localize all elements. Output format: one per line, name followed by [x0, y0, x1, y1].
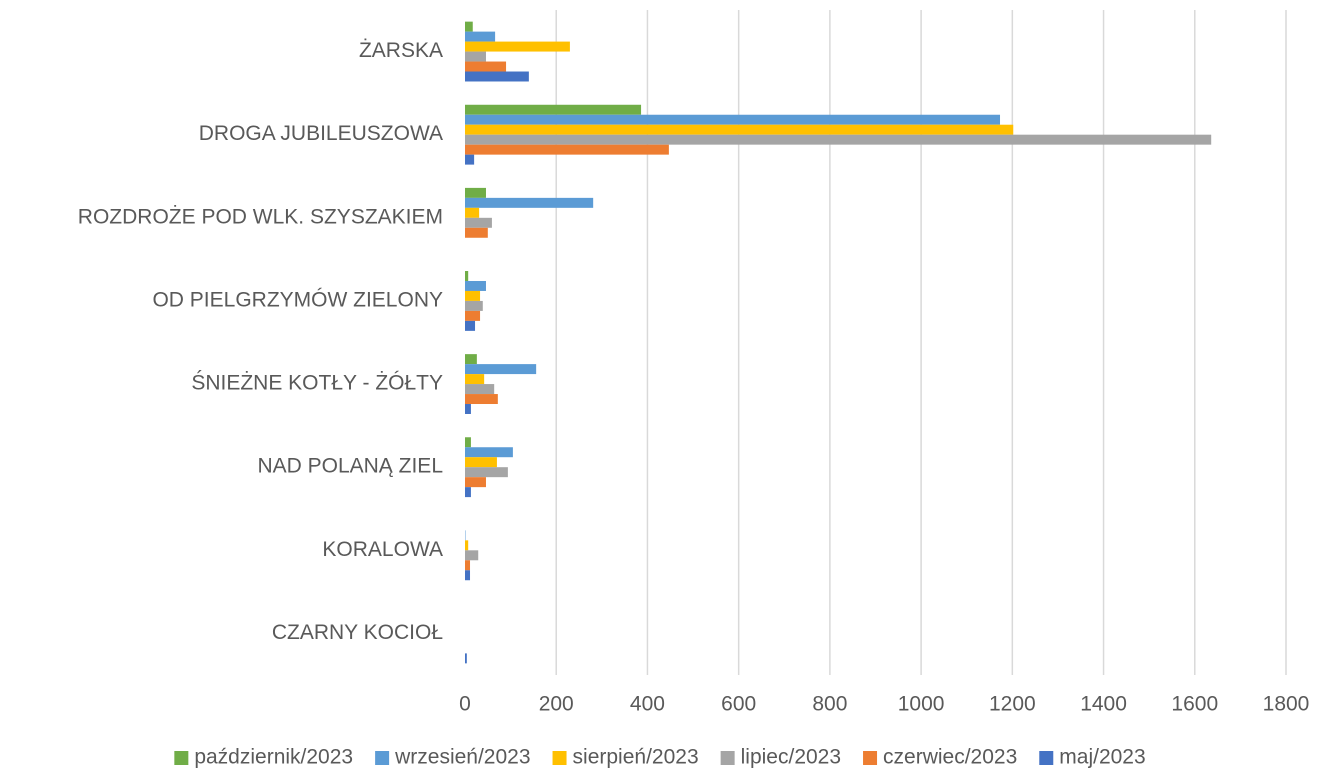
- y-tick-label: DROGA JUBILEUSZOWA: [199, 122, 443, 145]
- bar: [465, 467, 508, 477]
- legend-swatch: [375, 751, 389, 765]
- x-tick-label: 1400: [1080, 693, 1127, 716]
- bar: [465, 271, 468, 281]
- bar: [465, 208, 479, 218]
- bar: [465, 72, 529, 82]
- y-tick-label: ŚNIEŻNE KOTŁY - ŻÓŁTY: [191, 371, 443, 395]
- bar: [465, 570, 470, 580]
- x-tick-label: 200: [539, 693, 574, 716]
- x-tick-label: 1200: [989, 693, 1036, 716]
- bar: [465, 42, 570, 52]
- legend-label: sierpień/2023: [573, 746, 699, 769]
- bar: [465, 540, 468, 550]
- bar: [465, 457, 497, 467]
- x-tick-label: 800: [812, 693, 847, 716]
- bar: [465, 188, 486, 198]
- bar: [465, 155, 474, 165]
- legend-label: czerwiec/2023: [883, 746, 1017, 769]
- bar: [465, 52, 486, 62]
- bar: [465, 135, 1211, 145]
- y-tick-label: ŻARSKA: [359, 39, 443, 62]
- legend-swatch: [553, 751, 567, 765]
- bar: [465, 354, 477, 364]
- bar: [465, 22, 473, 32]
- bar: [465, 374, 484, 384]
- legend-label: wrzesień/2023: [394, 746, 530, 769]
- y-tick-label: OD PIELGRZYMÓW ZIELONY: [152, 288, 443, 311]
- bar: [465, 145, 669, 155]
- bar: [465, 198, 593, 208]
- bar: [465, 125, 1013, 135]
- legend-label: październik/2023: [194, 746, 353, 769]
- bar: [465, 105, 641, 115]
- bar: [465, 281, 486, 291]
- x-tick-label: 400: [630, 693, 665, 716]
- x-tick-label: 600: [721, 693, 756, 716]
- x-tick-label: 1600: [1171, 693, 1218, 716]
- bar: [465, 218, 492, 228]
- bar: [465, 487, 471, 497]
- bar: [465, 394, 498, 404]
- legend-swatch: [1039, 751, 1053, 765]
- bar: [465, 560, 470, 570]
- bar: [465, 115, 1000, 125]
- x-tick-label: 0: [459, 693, 471, 716]
- bar: [465, 404, 471, 414]
- bar: [465, 291, 480, 301]
- bar: [465, 653, 467, 663]
- bar: [465, 384, 494, 394]
- legend-swatch: [721, 751, 735, 765]
- bar: [465, 62, 506, 72]
- bar: [465, 447, 513, 457]
- legend-swatch: [174, 751, 188, 765]
- bar: [465, 301, 483, 311]
- bar: [465, 437, 471, 447]
- y-tick-label: CZARNY KOCIOŁ: [272, 621, 443, 644]
- bar: [465, 550, 478, 560]
- legend-label: lipiec/2023: [741, 746, 841, 769]
- y-tick-label: KORALOWA: [322, 538, 443, 561]
- bar: [465, 364, 536, 374]
- bar: [465, 477, 486, 487]
- legend-label: maj/2023: [1059, 746, 1145, 769]
- bar: [465, 32, 495, 42]
- x-tick-label: 1800: [1263, 693, 1310, 716]
- x-tick-label: 1000: [898, 693, 945, 716]
- bar: [465, 311, 480, 321]
- bar: [465, 228, 488, 238]
- y-tick-label: NAD POLANĄ ZIEL: [257, 455, 443, 478]
- legend-swatch: [863, 751, 877, 765]
- bar: [465, 321, 475, 331]
- y-tick-label: ROZDROŻE POD WLK. SZYSZAKIEM: [78, 205, 443, 228]
